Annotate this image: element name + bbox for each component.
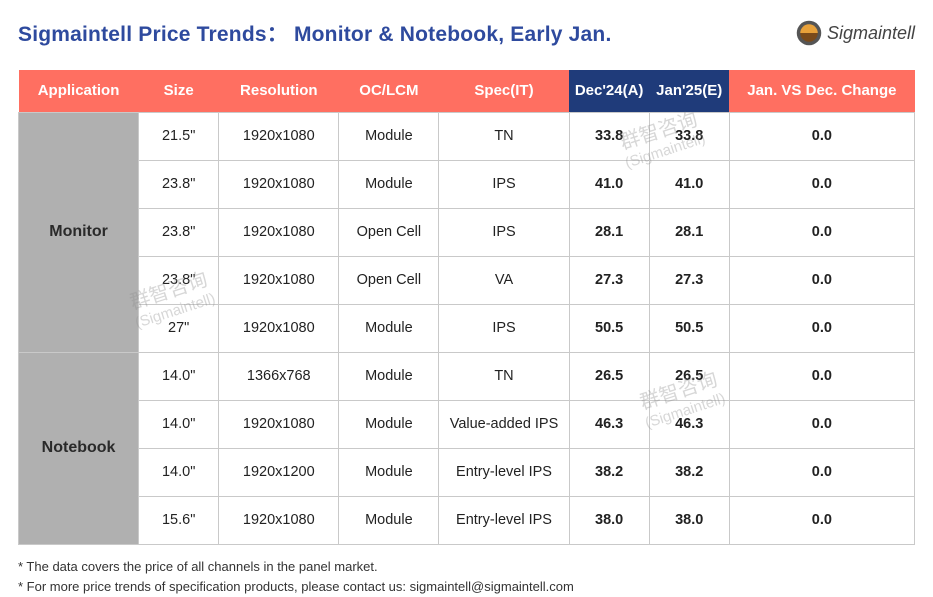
brand-logo-icon (795, 19, 823, 47)
col-header-application: Application (19, 70, 139, 112)
cell-change: 0.0 (729, 160, 914, 208)
cell-dec24: 38.0 (569, 496, 649, 544)
cell-resolution: 1920x1080 (219, 496, 339, 544)
cell-jan25: 33.8 (649, 112, 729, 160)
cell-jan25: 28.1 (649, 208, 729, 256)
cell-resolution: 1920x1080 (219, 256, 339, 304)
cell-change: 0.0 (729, 112, 914, 160)
footnote-line: * For more price trends of specification… (18, 577, 915, 597)
cell-spec: TN (439, 112, 569, 160)
cell-size: 14.0" (139, 400, 219, 448)
col-header-resolution: Resolution (219, 70, 339, 112)
col-header-jan25: Jan'25(E) (649, 70, 729, 112)
cell-dec24: 46.3 (569, 400, 649, 448)
cell-dec24: 26.5 (569, 352, 649, 400)
table-row: 14.0"1920x1080ModuleValue-added IPS46.34… (19, 400, 915, 448)
cell-dec24: 33.8 (569, 112, 649, 160)
table-row: 14.0"1920x1200ModuleEntry-level IPS38.23… (19, 448, 915, 496)
group-label-cell: Notebook (19, 352, 139, 544)
cell-resolution: 1920x1080 (219, 208, 339, 256)
table-row: 15.6"1920x1080ModuleEntry-level IPS38.03… (19, 496, 915, 544)
table-row: 23.8"1920x1080Open CellVA27.327.30.0 (19, 256, 915, 304)
cell-jan25: 38.2 (649, 448, 729, 496)
table-row: Notebook14.0"1366x768ModuleTN26.526.50.0 (19, 352, 915, 400)
cell-size: 14.0" (139, 352, 219, 400)
cell-dec24: 41.0 (569, 160, 649, 208)
cell-spec: IPS (439, 208, 569, 256)
cell-dec24: 50.5 (569, 304, 649, 352)
cell-resolution: 1920x1080 (219, 304, 339, 352)
cell-oc_lcm: Module (339, 160, 439, 208)
cell-change: 0.0 (729, 304, 914, 352)
footnotes: * The data covers the price of all chann… (18, 557, 915, 597)
cell-oc_lcm: Module (339, 400, 439, 448)
cell-jan25: 38.0 (649, 496, 729, 544)
table-head: Application Size Resolution OC/LCM Spec(… (19, 70, 915, 112)
cell-dec24: 38.2 (569, 448, 649, 496)
cell-jan25: 27.3 (649, 256, 729, 304)
cell-size: 14.0" (139, 448, 219, 496)
header-row: Sigmaintell Price Trends： Monitor & Note… (18, 18, 915, 48)
cell-change: 0.0 (729, 352, 914, 400)
brand-block: Sigmaintell (795, 19, 915, 47)
cell-change: 0.0 (729, 400, 914, 448)
cell-spec: Entry-level IPS (439, 448, 569, 496)
cell-jan25: 50.5 (649, 304, 729, 352)
cell-oc_lcm: Open Cell (339, 208, 439, 256)
cell-resolution: 1920x1200 (219, 448, 339, 496)
cell-change: 0.0 (729, 448, 914, 496)
footnote-line: * The data covers the price of all chann… (18, 557, 915, 577)
cell-size: 15.6" (139, 496, 219, 544)
cell-size: 21.5" (139, 112, 219, 160)
cell-spec: TN (439, 352, 569, 400)
table-row: Monitor21.5"1920x1080ModuleTN33.833.80.0 (19, 112, 915, 160)
cell-oc_lcm: Module (339, 448, 439, 496)
cell-oc_lcm: Module (339, 496, 439, 544)
table-row: 27"1920x1080ModuleIPS50.550.50.0 (19, 304, 915, 352)
cell-spec: VA (439, 256, 569, 304)
cell-resolution: 1920x1080 (219, 160, 339, 208)
price-table: Application Size Resolution OC/LCM Spec(… (18, 70, 915, 545)
cell-size: 23.8" (139, 208, 219, 256)
cell-spec: IPS (439, 160, 569, 208)
table-row: 23.8"1920x1080Open CellIPS28.128.10.0 (19, 208, 915, 256)
cell-size: 27" (139, 304, 219, 352)
cell-spec: Value-added IPS (439, 400, 569, 448)
cell-change: 0.0 (729, 256, 914, 304)
cell-oc_lcm: Module (339, 112, 439, 160)
header-row-tr: Application Size Resolution OC/LCM Spec(… (19, 70, 915, 112)
group-label-cell: Monitor (19, 112, 139, 352)
page-title: Sigmaintell Price Trends： Monitor & Note… (18, 18, 612, 48)
cell-jan25: 41.0 (649, 160, 729, 208)
cell-resolution: 1920x1080 (219, 400, 339, 448)
cell-dec24: 27.3 (569, 256, 649, 304)
cell-oc_lcm: Module (339, 352, 439, 400)
col-header-size: Size (139, 70, 219, 112)
page-canvas: Sigmaintell Price Trends： Monitor & Note… (0, 0, 933, 595)
cell-jan25: 26.5 (649, 352, 729, 400)
table-body: Monitor21.5"1920x1080ModuleTN33.833.80.0… (19, 112, 915, 544)
brand-name: Sigmaintell (827, 23, 915, 44)
cell-size: 23.8" (139, 256, 219, 304)
cell-resolution: 1920x1080 (219, 112, 339, 160)
cell-change: 0.0 (729, 208, 914, 256)
col-header-dec24: Dec'24(A) (569, 70, 649, 112)
cell-jan25: 46.3 (649, 400, 729, 448)
cell-size: 23.8" (139, 160, 219, 208)
cell-oc_lcm: Module (339, 304, 439, 352)
cell-spec: IPS (439, 304, 569, 352)
cell-spec: Entry-level IPS (439, 496, 569, 544)
col-header-oc-lcm: OC/LCM (339, 70, 439, 112)
col-header-spec: Spec(IT) (439, 70, 569, 112)
col-header-change: Jan. VS Dec. Change (729, 70, 914, 112)
cell-change: 0.0 (729, 496, 914, 544)
table-row: 23.8"1920x1080ModuleIPS41.041.00.0 (19, 160, 915, 208)
cell-dec24: 28.1 (569, 208, 649, 256)
cell-oc_lcm: Open Cell (339, 256, 439, 304)
cell-resolution: 1366x768 (219, 352, 339, 400)
